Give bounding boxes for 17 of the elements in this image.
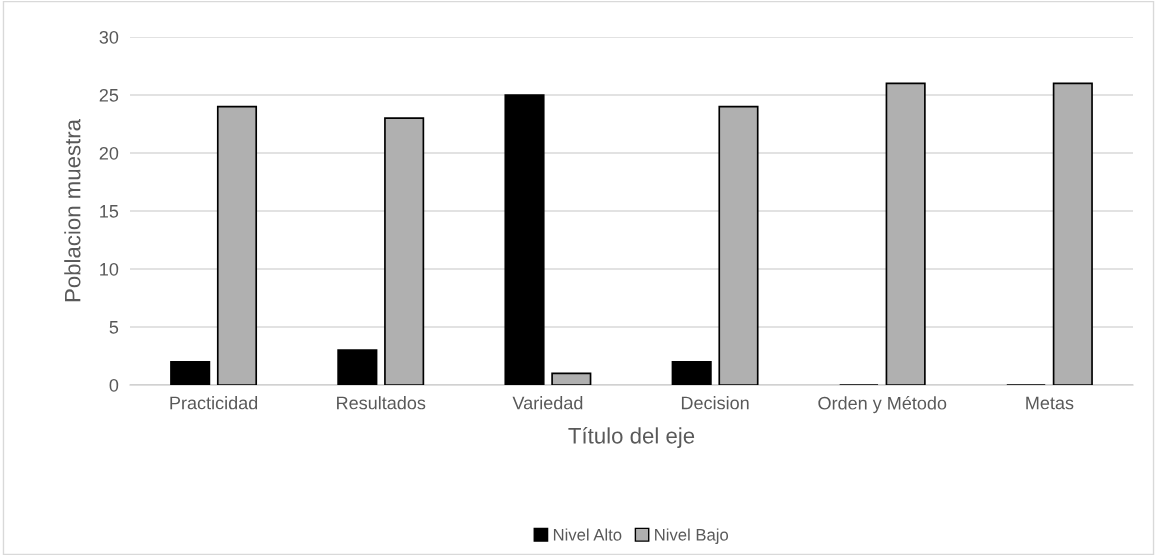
y-axis-title: Poblacion muestra: [64, 118, 81, 302]
y-tick-label: 0: [109, 378, 119, 392]
y-tick-label: 30: [99, 30, 119, 44]
x-tick-label: Decision: [681, 396, 749, 410]
legend-label: Nivel Alto: [553, 528, 622, 541]
x-tick-label: Orden y Método: [818, 396, 947, 414]
y-tick-label: 15: [100, 205, 119, 218]
y-tick-label: 5: [109, 321, 119, 334]
y-tick-label: 10: [100, 262, 119, 276]
x-tick-label: Resultados: [337, 396, 426, 410]
legend-label: Nivel Bajo: [655, 528, 729, 544]
x-tick-label: Variedad: [512, 396, 583, 410]
x-tick-label: Metas: [1026, 396, 1074, 410]
y-tick-label: 20: [99, 146, 119, 160]
x-axis-title: Título del eje: [568, 427, 695, 449]
y-tick-label: 25: [99, 88, 119, 102]
x-tick-label: Practicidad: [170, 396, 258, 410]
